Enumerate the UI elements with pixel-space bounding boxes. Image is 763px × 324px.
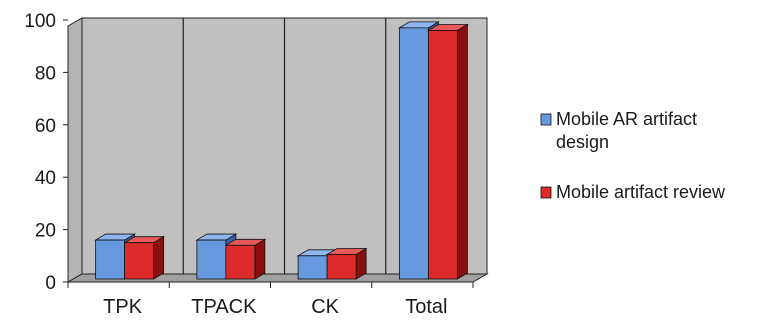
legend-label: Mobile AR artifact xyxy=(556,109,697,129)
bar-front xyxy=(427,30,458,280)
bar-front xyxy=(225,244,256,280)
x-tick-label: CK xyxy=(311,296,339,318)
x-axis: TPK TPACK CK Total xyxy=(67,281,474,318)
bar-group xyxy=(94,21,469,280)
y-tick-label: 40 xyxy=(35,168,56,189)
y-tick-label: 0 xyxy=(45,273,56,294)
bar-front xyxy=(297,255,328,280)
legend-swatch xyxy=(540,113,552,126)
bar-1-2 xyxy=(325,247,368,280)
y-tick-label: 80 xyxy=(35,63,56,84)
x-tick-label: Total xyxy=(405,296,447,318)
legend-swatch xyxy=(540,186,552,199)
bar-front xyxy=(398,27,429,280)
legend-label: Mobile artifact review xyxy=(556,182,726,202)
legend-item: Mobile AR artifact design xyxy=(540,109,697,152)
bar-1-0 xyxy=(123,235,166,280)
legend-item: Mobile artifact review xyxy=(540,182,726,202)
bar-front xyxy=(124,242,155,280)
legend-label: design xyxy=(556,132,609,152)
bar-front xyxy=(95,239,126,280)
bar-side xyxy=(254,238,266,280)
x-tick-label: TPACK xyxy=(191,296,257,318)
x-tick-label: TPK xyxy=(103,296,143,318)
legend: Mobile AR artifact design Mobile artifact … xyxy=(540,109,726,202)
y-axis: 0 20 40 60 80 100 xyxy=(24,11,69,294)
side-wall xyxy=(67,17,83,283)
bar-front xyxy=(196,239,227,280)
bar-side xyxy=(153,235,165,280)
bar-1-3 xyxy=(426,23,469,280)
y-tick-label: 100 xyxy=(24,11,56,32)
bar-1-1 xyxy=(224,238,267,280)
y-tick-label: 20 xyxy=(35,221,56,242)
y-tick-label: 60 xyxy=(35,116,56,137)
bar-side xyxy=(456,23,468,280)
bar-front xyxy=(326,254,357,280)
